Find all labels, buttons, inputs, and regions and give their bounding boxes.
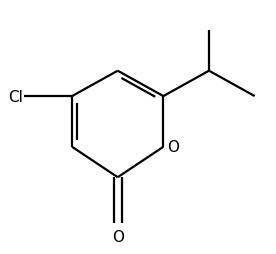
Text: O: O [167,140,179,155]
Text: Cl: Cl [8,89,23,104]
Text: O: O [112,229,124,244]
